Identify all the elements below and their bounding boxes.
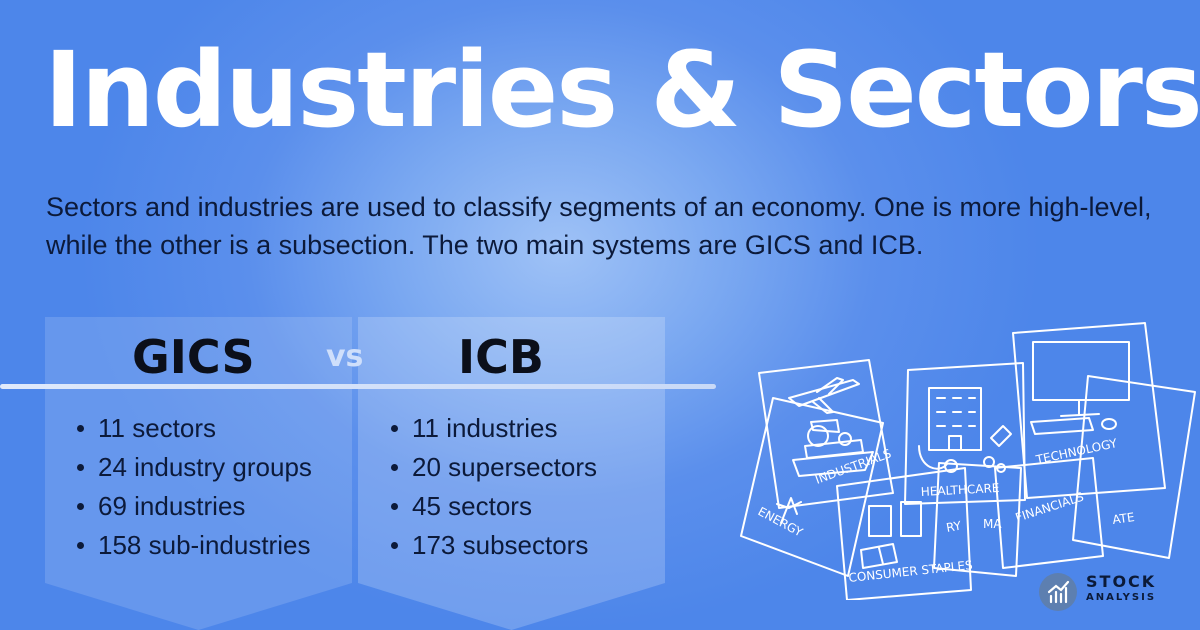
jar-icon <box>868 505 892 537</box>
illus-label: ATE <box>1111 510 1135 527</box>
bottle-icon <box>900 501 922 537</box>
vs-label: vs <box>326 339 364 374</box>
illus-label: CONSUMER STAPLES <box>848 558 973 585</box>
stethoscope-icon <box>918 445 958 473</box>
wind-turbine-icon <box>776 497 802 524</box>
list-item-text: 11 sectors <box>98 413 217 443</box>
card-icon <box>933 462 1022 577</box>
ship-icon <box>792 439 874 477</box>
hospital-icon <box>928 387 982 451</box>
list-item-text: 20 supersectors <box>412 452 597 482</box>
stock-analysis-logo: STOCK ANALYSIS <box>1038 572 1178 612</box>
list-item: 69 industries <box>70 490 312 529</box>
bullet-icon <box>77 542 84 549</box>
list-item: 20 supersectors <box>384 451 597 490</box>
chart-logo-icon <box>1039 573 1077 611</box>
energy-card-icon <box>740 397 884 577</box>
logo-line1: STOCK <box>1086 572 1157 591</box>
consumer-staples-card-icon <box>836 467 972 600</box>
list-item: 173 subsectors <box>384 529 597 568</box>
logo-line2: ANALYSIS <box>1086 592 1157 603</box>
bullet-icon <box>77 503 84 510</box>
illus-label: MA <box>983 517 1002 531</box>
icb-column-panel <box>358 317 665 630</box>
list-item-text: 173 subsectors <box>412 530 589 560</box>
list-item-text: 11 industries <box>412 413 558 443</box>
illus-label: TECHNOLOGY <box>1034 436 1119 467</box>
intro-text: Sectors and industries are used to class… <box>46 192 1152 260</box>
list-item-text: 24 industry groups <box>98 452 312 482</box>
list-item: 11 industries <box>384 412 597 451</box>
industrials-card-icon <box>758 359 894 509</box>
bullet-icon <box>391 425 398 432</box>
real-estate-card-icon <box>1072 375 1196 559</box>
bullet-icon <box>391 542 398 549</box>
logo-wordmark: STOCK ANALYSIS <box>1086 574 1156 603</box>
bullet-icon <box>77 464 84 471</box>
page-title: Industries & Sectors <box>44 29 1200 151</box>
illus-label: RY <box>945 518 963 534</box>
list-item-text: 45 sectors <box>412 491 532 521</box>
list-item: 158 sub-industries <box>70 529 312 568</box>
illus-label: HEALTHCARE <box>920 481 999 499</box>
list-item: 45 sectors <box>384 490 597 529</box>
divider-line <box>0 384 716 389</box>
bullet-icon <box>391 503 398 510</box>
list-item: 11 sectors <box>70 412 312 451</box>
pill-icon <box>983 425 1012 473</box>
monitor-icon <box>1032 341 1130 417</box>
healthcare-card-icon <box>904 362 1026 505</box>
list-item-text: 158 sub-industries <box>98 530 311 560</box>
keyboard-icon <box>1030 417 1117 435</box>
icb-heading: ICB <box>458 330 544 384</box>
sector-cards-illustration: INDUSTRIALS HEALTHCARE TECHNOLOGY FINANC… <box>740 322 1196 600</box>
gics-list: 11 sectors 24 industry groups 69 industr… <box>70 412 312 568</box>
illus-label: ENERGY <box>756 504 806 539</box>
technology-card-icon <box>1012 322 1166 499</box>
icb-list: 11 industries 20 supersectors 45 sectors… <box>384 412 597 568</box>
bullet-icon <box>391 464 398 471</box>
gics-heading: GICS <box>132 330 255 384</box>
book-icon <box>860 543 898 569</box>
gics-column-panel <box>45 317 352 630</box>
list-item: 24 industry groups <box>70 451 312 490</box>
airplane-icon <box>788 377 860 414</box>
bullet-icon <box>77 425 84 432</box>
financials-card-icon <box>994 457 1104 569</box>
tractor-icon <box>807 419 852 447</box>
list-item-text: 69 industries <box>98 491 246 521</box>
